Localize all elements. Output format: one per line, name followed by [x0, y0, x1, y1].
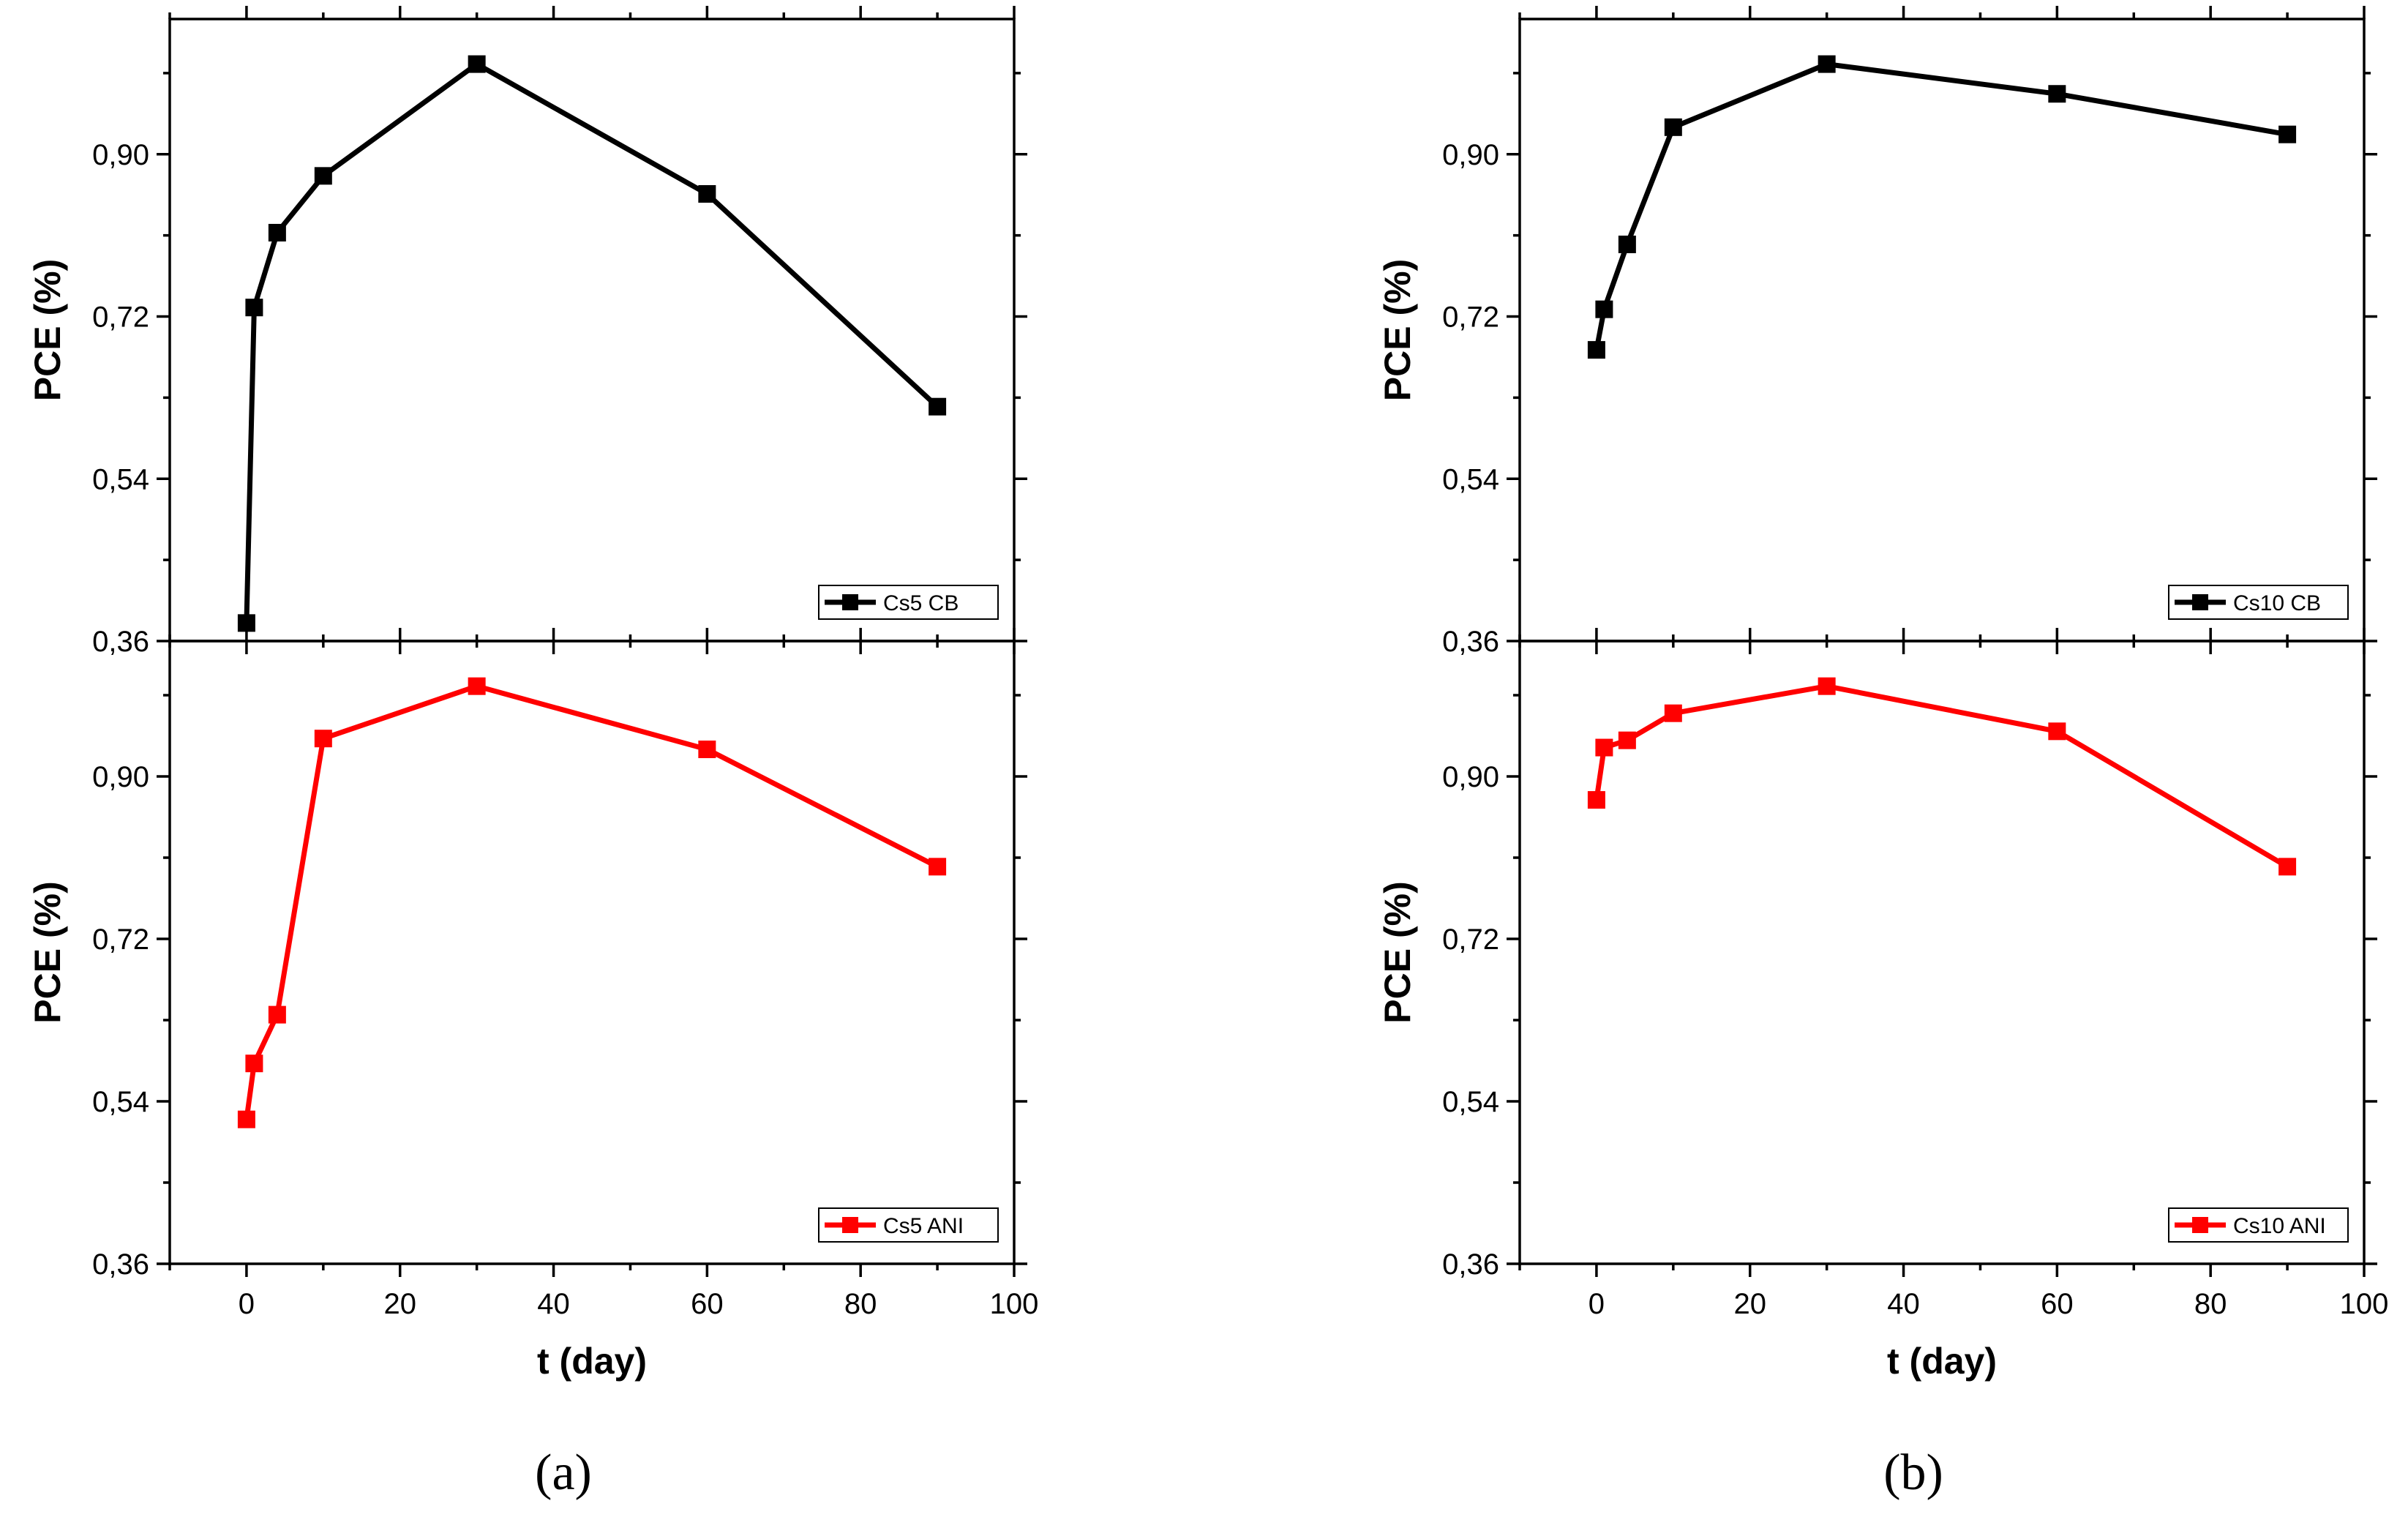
- data-point: [1818, 677, 1836, 695]
- x-tick-label: 80: [2194, 1288, 2227, 1320]
- y-tick-label: 0,36: [92, 1248, 149, 1281]
- chart-panel-a-top: 0,36 0,54 0,72 0,90 PCE (%) Cs5 CB: [27, 6, 1027, 658]
- data-point: [268, 1005, 286, 1024]
- legend-label: Cs10 ANI: [2233, 1214, 2326, 1238]
- data-point: [2048, 85, 2066, 103]
- data-point: [314, 167, 332, 185]
- y-axis-title: PCE (%): [27, 881, 68, 1023]
- y-tick-label: 0,72: [1442, 924, 1499, 956]
- data-point: [1664, 704, 1682, 722]
- data-point: [1587, 791, 1605, 809]
- y-tick-label: 0,72: [92, 924, 149, 956]
- plot-frame: [1518, 18, 2366, 643]
- data-point: [314, 730, 332, 748]
- caption-b: (b): [1883, 1445, 1943, 1501]
- data-point: [2278, 125, 2297, 143]
- data-point: [1618, 731, 1636, 749]
- data-point: [929, 858, 947, 876]
- x-tick-label: 60: [2041, 1288, 2074, 1320]
- y-tick-label: 0,72: [92, 301, 149, 334]
- legend-label: Cs5 ANI: [883, 1214, 964, 1238]
- plot-frame: [168, 18, 1016, 643]
- data-point: [1664, 118, 1682, 136]
- x-tick-label: 40: [1887, 1288, 1920, 1320]
- chart-panel-b-top: 0,36 0,54 0,72 0,90 PCE (%) Cs10 CB: [1377, 6, 2377, 658]
- legend-label: Cs10 CB: [2233, 591, 2321, 615]
- y-tick-label: 0,90: [1442, 761, 1499, 793]
- legend-marker: [842, 1217, 858, 1233]
- y-tick-label: 0,54: [92, 463, 149, 495]
- y-tick-label: 0,90: [92, 139, 149, 171]
- data-point: [1587, 341, 1605, 359]
- y-tick-label: 0,36: [92, 626, 149, 658]
- x-tick-label: 80: [844, 1288, 877, 1320]
- data-point: [237, 1110, 255, 1128]
- series-line: [1594, 61, 2288, 351]
- legend: Cs10 CB: [2168, 585, 2349, 620]
- x-tick-label: 40: [537, 1288, 570, 1320]
- x-axis-title: t (day): [537, 1341, 647, 1382]
- y-axis-title: PCE (%): [1377, 259, 1418, 401]
- data-point: [245, 1055, 263, 1073]
- series-line: [1594, 683, 2289, 869]
- legend: Cs10 ANI: [2168, 1207, 2349, 1243]
- y-tick-label: 0,54: [92, 1086, 149, 1118]
- legend-marker: [2192, 1217, 2208, 1233]
- chart-panel-b-bottom: 0,36 0,54 0,72 0,90 0 20 40 60 80 100 PCE (%) t (da…: [1377, 628, 2388, 1382]
- series-line: [244, 61, 939, 623]
- legend: Cs5 ANI: [818, 1207, 999, 1243]
- data-point: [468, 55, 486, 73]
- data-point: [698, 741, 716, 758]
- x-axis-title: t (day): [1887, 1341, 1997, 1382]
- plot-frame: [168, 640, 1016, 1265]
- x-tick-label: 0: [239, 1288, 255, 1320]
- plot-frame: [1518, 640, 2366, 1265]
- y-tick-label: 0,54: [1442, 463, 1499, 495]
- series-line: [244, 683, 939, 1120]
- y-tick-label: 0,90: [1442, 139, 1499, 171]
- y-tick-label: 0,36: [1442, 626, 1499, 658]
- y-axis-title: PCE (%): [27, 259, 68, 401]
- data-point: [468, 677, 486, 695]
- data-point: [1595, 300, 1613, 318]
- y-tick-label: 0,90: [92, 761, 149, 793]
- data-point: [2278, 858, 2297, 876]
- chart-panel-a-bottom: 0,36 0,54 0,72 0,90 0 20 40 60 80 100 PCE (%) t (da…: [27, 628, 1038, 1382]
- data-point: [268, 223, 286, 241]
- data-point: [929, 397, 947, 416]
- data-point: [1818, 55, 1836, 73]
- y-tick-label: 0,54: [1442, 1086, 1499, 1118]
- x-tick-label: 60: [691, 1288, 724, 1320]
- legend-label: Cs5 CB: [883, 591, 959, 615]
- x-tick-label: 20: [1733, 1288, 1766, 1320]
- data-point: [1595, 738, 1613, 757]
- data-point: [2048, 722, 2066, 741]
- legend-marker: [2192, 594, 2208, 610]
- data-point: [698, 184, 716, 203]
- x-tick-label: 20: [383, 1288, 416, 1320]
- legend-marker: [842, 594, 858, 610]
- x-tick-label: 100: [990, 1288, 1039, 1320]
- y-axis-title: PCE (%): [1377, 881, 1418, 1023]
- x-tick-label: 0: [1589, 1288, 1605, 1320]
- y-tick-label: 0,36: [1442, 1248, 1499, 1281]
- data-point: [245, 299, 263, 317]
- caption-a: (a): [535, 1445, 592, 1501]
- legend: Cs5 CB: [818, 585, 999, 620]
- data-point: [1618, 235, 1636, 253]
- y-tick-label: 0,72: [1442, 301, 1499, 334]
- x-tick-label: 100: [2340, 1288, 2389, 1320]
